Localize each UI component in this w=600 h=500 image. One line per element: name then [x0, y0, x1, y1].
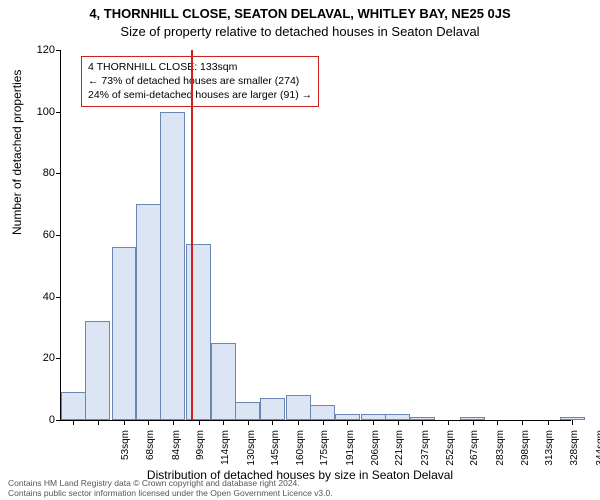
x-tick-mark	[448, 420, 449, 425]
y-tick-label: 100	[25, 106, 55, 118]
histogram-bar	[85, 321, 110, 420]
y-tick-label: 120	[25, 44, 55, 56]
x-tick-mark	[323, 420, 324, 425]
histogram-bar	[136, 204, 161, 420]
x-tick-mark	[98, 420, 99, 425]
x-tick-mark	[73, 420, 74, 425]
x-tick-mark	[497, 420, 498, 425]
y-tick-label: 80	[25, 167, 55, 179]
x-tick-mark	[199, 420, 200, 425]
annotation-line2: ← 73% of detached houses are smaller (27…	[88, 74, 312, 88]
y-tick-mark	[56, 235, 61, 236]
property-marker-line	[191, 50, 193, 420]
chart-title-line1: 4, THORNHILL CLOSE, SEATON DELAVAL, WHIT…	[0, 6, 600, 21]
annotation-line3: 24% of semi-detached houses are larger (…	[88, 88, 312, 102]
histogram-bar	[186, 244, 211, 420]
annotation-line1: 4 THORNHILL CLOSE: 133sqm	[88, 60, 312, 74]
plot-area: 4 THORNHILL CLOSE: 133sqm ← 73% of detac…	[60, 50, 571, 421]
x-tick-mark	[398, 420, 399, 425]
footer-line2: Contains public sector information licen…	[8, 489, 333, 498]
x-tick-mark	[223, 420, 224, 425]
y-tick-mark	[56, 50, 61, 51]
histogram-bar	[211, 343, 236, 420]
y-tick-mark	[56, 173, 61, 174]
x-tick-mark	[173, 420, 174, 425]
y-tick-label: 0	[25, 414, 55, 426]
y-axis-label: Number of detached properties	[10, 70, 24, 235]
x-tick-mark	[124, 420, 125, 425]
y-tick-mark	[56, 420, 61, 421]
x-tick-mark	[548, 420, 549, 425]
footer-attribution: Contains HM Land Registry data © Crown c…	[8, 479, 333, 498]
y-tick-mark	[56, 297, 61, 298]
chart-container: 4, THORNHILL CLOSE, SEATON DELAVAL, WHIT…	[0, 0, 600, 500]
histogram-bar	[260, 398, 285, 420]
x-tick-mark	[272, 420, 273, 425]
x-tick-mark	[522, 420, 523, 425]
histogram-bar	[235, 402, 260, 421]
x-tick-mark	[473, 420, 474, 425]
y-tick-label: 20	[25, 352, 55, 364]
annotation-box: 4 THORNHILL CLOSE: 133sqm ← 73% of detac…	[81, 56, 319, 107]
histogram-bar	[310, 405, 335, 420]
histogram-bar	[61, 392, 86, 420]
x-tick-mark	[373, 420, 374, 425]
x-tick-mark	[347, 420, 348, 425]
chart-title-line2: Size of property relative to detached ho…	[0, 24, 600, 39]
histogram-bar	[112, 247, 137, 420]
x-tick-mark	[572, 420, 573, 425]
x-tick-mark	[422, 420, 423, 425]
histogram-bar	[286, 395, 311, 420]
histogram-bar	[160, 112, 185, 420]
y-tick-mark	[56, 112, 61, 113]
y-tick-label: 60	[25, 229, 55, 241]
x-tick-mark	[298, 420, 299, 425]
y-tick-label: 40	[25, 291, 55, 303]
x-tick-mark	[248, 420, 249, 425]
x-tick-mark	[148, 420, 149, 425]
y-tick-mark	[56, 358, 61, 359]
